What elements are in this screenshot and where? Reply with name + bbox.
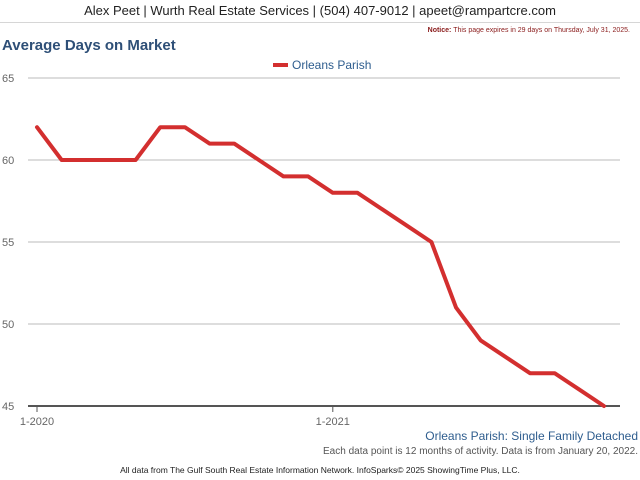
- agent-header: Alex Peet | Wurth Real Estate Services |…: [0, 0, 640, 23]
- data-point: [257, 158, 261, 162]
- data-point: [429, 240, 433, 244]
- y-tick-label: 50: [2, 319, 14, 331]
- y-tick-label: 45: [2, 401, 14, 413]
- data-point: [183, 125, 187, 129]
- data-point: [134, 158, 138, 162]
- notice-label: Notice:: [427, 27, 452, 34]
- data-point: [602, 404, 606, 408]
- data-point: [158, 125, 162, 129]
- data-point: [84, 158, 88, 162]
- legend-label: Orleans Parish: [292, 58, 371, 72]
- data-point: [60, 158, 64, 162]
- data-point: [454, 306, 458, 310]
- data-point: [405, 224, 409, 228]
- data-point: [35, 125, 39, 129]
- x-tick-label: 1-2020: [20, 416, 54, 428]
- series-line: [35, 125, 606, 408]
- x-tick-label: 1-2021: [316, 416, 350, 428]
- chart-subcaption: Each data point is 12 months of activity…: [323, 446, 638, 457]
- data-point: [331, 191, 335, 195]
- data-point: [528, 371, 532, 375]
- agent-contact-text: Alex Peet | Wurth Real Estate Services |…: [84, 3, 556, 18]
- y-tick-label: 55: [2, 237, 14, 249]
- data-point: [503, 355, 507, 359]
- chart-caption: Orleans Parish: Single Family Detached: [425, 429, 638, 443]
- data-point: [577, 388, 581, 392]
- data-point: [208, 142, 212, 146]
- data-point: [232, 142, 236, 146]
- data-point: [355, 191, 359, 195]
- data-point: [109, 158, 113, 162]
- data-point: [380, 207, 384, 211]
- data-point: [553, 371, 557, 375]
- y-tick-label: 60: [2, 155, 14, 167]
- data-point: [306, 174, 310, 178]
- data-point: [282, 174, 285, 178]
- data-credit: All data from The Gulf South Real Estate…: [120, 465, 520, 475]
- y-tick-label: 65: [2, 73, 14, 85]
- chart-title: Average Days on Market: [2, 37, 176, 54]
- expiry-notice: Notice: This page expires in 29 days on …: [428, 27, 630, 34]
- notice-text: This page expires in 29 days on Thursday…: [453, 27, 630, 34]
- data-point: [479, 338, 483, 342]
